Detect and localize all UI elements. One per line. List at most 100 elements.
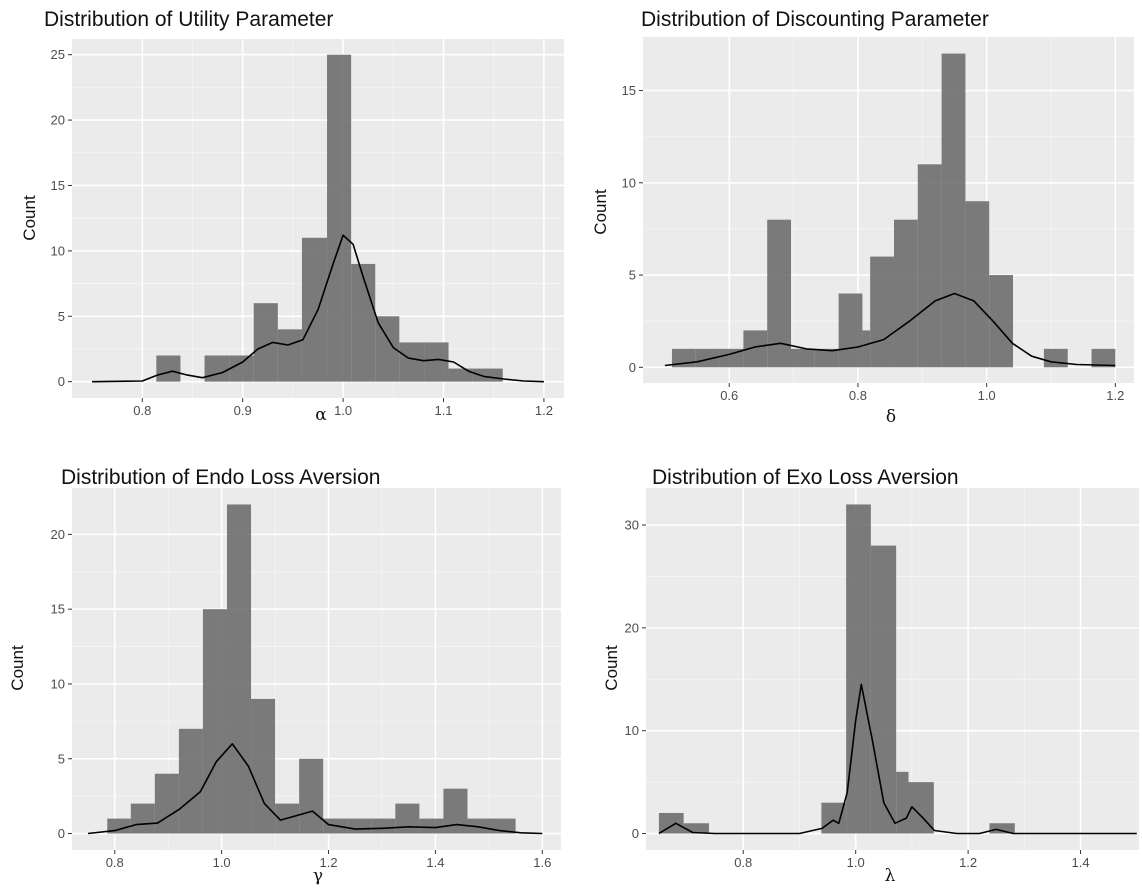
histogram-bar	[226, 504, 252, 834]
histogram-bar	[395, 803, 420, 834]
histogram-bar	[156, 355, 181, 382]
density-curve	[92, 234, 544, 383]
histogram-bar	[1091, 348, 1116, 368]
y-tick-label: 10	[622, 175, 636, 190]
chart-exo-loss-aversion: Distribution of Exo Loss Aversion 0.8 1.0…	[571, 444, 1142, 889]
x-tick-label: 0.8	[133, 403, 151, 418]
histogram-bar	[351, 263, 376, 382]
histogram-bar	[989, 823, 1015, 834]
x-tick-label: 0.6	[720, 388, 738, 403]
histogram-bar	[896, 771, 909, 834]
y-tick-label: 15	[51, 178, 65, 193]
x-tick-label: 1.0	[978, 388, 996, 403]
histogram-bar	[424, 342, 449, 382]
density-curve	[87, 743, 543, 835]
chart-utility-parameter: Distribution of Utility Parameter 0.8 0.9…	[0, 0, 571, 444]
y-tick-label: 20	[51, 113, 65, 128]
histogram-bar	[870, 256, 894, 368]
density-curve	[664, 292, 1116, 367]
x-axis-title: α	[315, 405, 327, 425]
y-axis-title: Count	[602, 645, 621, 691]
histogram-bar	[277, 329, 302, 382]
x-tick-label: 0.9	[234, 403, 252, 418]
chart-title: Distribution of Discounting Parameter	[641, 8, 989, 31]
y-tick-label: 15	[622, 83, 636, 98]
density-curve	[658, 683, 1137, 835]
histogram-bar	[448, 368, 473, 382]
histogram-bar	[301, 237, 328, 382]
histogram-bar	[178, 728, 203, 834]
x-tick-label: 1.0	[847, 855, 865, 870]
y-axis-title: Count	[591, 189, 610, 235]
histogram-bar	[658, 812, 684, 834]
x-tick-label: 0.8	[734, 855, 752, 870]
histogram-bar	[419, 818, 444, 834]
histogram-bar	[467, 818, 492, 834]
histogram-bar	[821, 802, 847, 834]
x-tick-label: 1.4	[1071, 855, 1089, 870]
histogram-bar	[965, 201, 990, 368]
x-axis-title: δ	[886, 407, 896, 427]
histogram-bar	[204, 355, 230, 382]
histogram-bar	[743, 330, 768, 368]
y-tick-label: 20	[625, 620, 639, 635]
chart-discounting-parameter: Distribution of Discounting Parameter 0.…	[571, 0, 1142, 444]
y-tick-label: 10	[51, 676, 65, 691]
x-tick-label: 1.0	[213, 855, 231, 870]
histogram-bar	[838, 293, 863, 368]
y-tick-label: 5	[58, 309, 65, 324]
x-tick-label: 1.2	[319, 855, 337, 870]
y-tick-label: 10	[625, 723, 639, 738]
histogram-bar	[347, 818, 372, 834]
x-tick-label: 1.0	[334, 403, 352, 418]
histogram-bar	[399, 342, 425, 382]
histogram-bar	[443, 788, 468, 834]
histogram-bar	[989, 275, 1014, 368]
chart-endo-loss-aversion: Distribution of Endo Loss Aversion 0.8 1.…	[0, 444, 571, 889]
histogram-bar	[472, 368, 503, 382]
y-tick-label: 0	[58, 374, 65, 389]
x-tick-label: 1.2	[535, 403, 553, 418]
y-tick-label: 0	[58, 826, 65, 841]
y-tick-label: 0	[629, 360, 636, 375]
histogram-bar	[695, 348, 720, 368]
y-tick-label: 30	[625, 518, 639, 533]
histogram-bar	[862, 330, 871, 368]
histogram-bar	[767, 219, 792, 368]
y-tick-label: 20	[51, 527, 65, 542]
chart-exo-svg: 0.8 1.0 1.2 1.4 0 10 20 30 λ Count	[602, 488, 1139, 886]
chart-title: Distribution of Exo Loss Aversion	[652, 466, 959, 489]
histogram-bar	[893, 219, 918, 368]
x-tick-label: 1.2	[959, 855, 977, 870]
histogram-bar	[719, 348, 744, 368]
histogram-bar	[870, 545, 897, 834]
histogram-bar	[917, 164, 942, 368]
histogram-bar	[229, 355, 254, 382]
histogram-bar	[154, 773, 179, 834]
chart-endo-svg: 0.8 1.0 1.2 1.4 1.6 0 5 10 15 20 γ Count	[8, 488, 561, 886]
x-tick-label: 1.1	[434, 403, 452, 418]
y-tick-label: 15	[51, 602, 65, 617]
chart-title: Distribution of Utility Parameter	[44, 8, 334, 31]
y-tick-label: 25	[51, 47, 65, 62]
histogram-bar	[130, 803, 155, 834]
y-tick-label: 10	[51, 243, 65, 258]
x-tick-label: 0.8	[849, 388, 867, 403]
y-axis-title: Count	[20, 195, 39, 241]
x-tick-label: 1.6	[533, 855, 551, 870]
histogram-bar	[941, 53, 966, 368]
histogram-bar	[251, 698, 276, 834]
histogram-bar	[299, 758, 324, 834]
y-tick-label: 0	[632, 826, 639, 841]
histogram-bar	[814, 348, 839, 368]
y-axis-title: Count	[8, 645, 27, 691]
x-tick-label: 1.2	[1106, 388, 1124, 403]
histogram-bar	[327, 54, 352, 382]
y-tick-label: 5	[58, 751, 65, 766]
histogram-bar	[791, 348, 815, 368]
x-tick-label: 1.4	[426, 855, 444, 870]
chart-discounting-svg: 0.6 0.8 1.0 1.2 0 5 10 15 δ Count	[591, 37, 1134, 427]
histogram-bar	[683, 823, 709, 834]
histogram-bar	[202, 609, 227, 834]
histogram-bar	[107, 818, 131, 834]
